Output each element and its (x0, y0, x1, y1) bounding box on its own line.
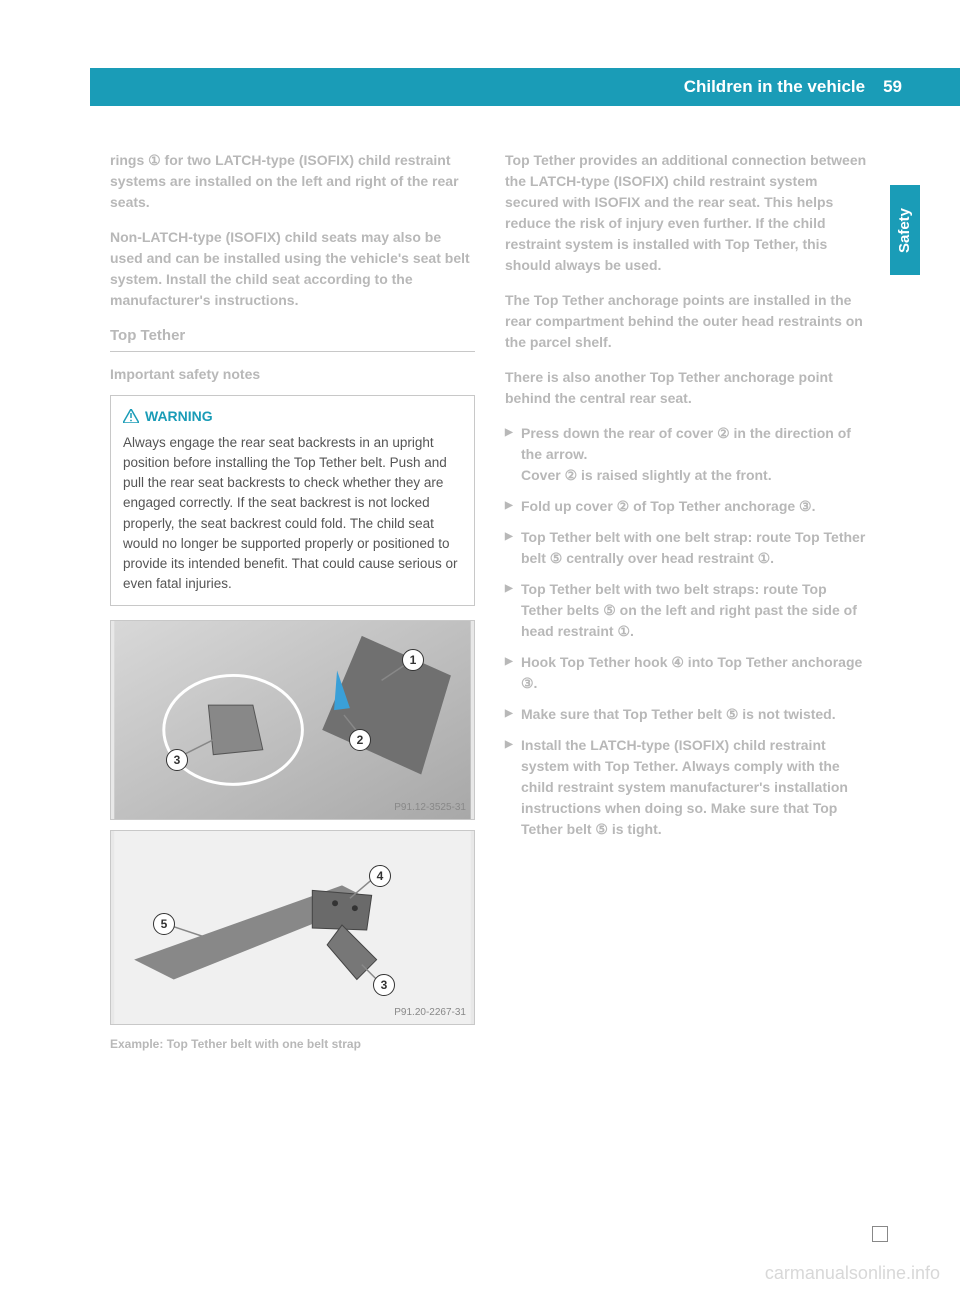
step-1: Press down the rear of cover ② in the di… (505, 423, 870, 486)
callout-4: 4 (369, 865, 391, 887)
right-para3: There is also another Top Tether anchora… (505, 367, 870, 409)
header-bar: Children in the vehicle 59 (90, 68, 960, 106)
step-6: Make sure that Top Tether belt ⑤ is not … (505, 704, 870, 725)
section-heading-top-tether: Top Tether (110, 325, 475, 352)
figure1-code: P91.12-3525-31 (394, 800, 466, 815)
step-1b: Cover ② is raised slightly at the front. (521, 467, 772, 483)
header-title: Children in the vehicle (684, 77, 865, 97)
warning-triangle-icon (123, 409, 139, 423)
figure2-caption: Example: Top Tether belt with one belt s… (110, 1035, 475, 1053)
step-7: Install the LATCH-type (ISOFIX) child re… (505, 735, 870, 840)
page-number: 59 (883, 77, 902, 97)
content-area: rings ① for two LATCH-type (ISOFIX) chil… (110, 150, 870, 1053)
right-para1: Top Tether provides an additional connec… (505, 150, 870, 276)
left-para2: Non-LATCH-type (ISOFIX) child seats may … (110, 227, 475, 311)
warning-label: WARNING (145, 406, 213, 427)
step-2: Fold up cover ② of Top Tether anchorage … (505, 496, 870, 517)
warning-title: WARNING (123, 406, 462, 427)
step-3: Top Tether belt with one belt strap: rou… (505, 527, 870, 569)
left-column: rings ① for two LATCH-type (ISOFIX) chil… (110, 150, 475, 1053)
right-para2: The Top Tether anchorage points are inst… (505, 290, 870, 353)
figure-tether-belt: 4 5 3 P91.20-2267-31 (110, 830, 475, 1025)
warning-text: Always engage the rear seat backrests in… (123, 433, 462, 595)
callout-2: 2 (349, 729, 371, 751)
corner-marker (872, 1226, 888, 1242)
callout-1: 1 (402, 649, 424, 671)
side-tab-label: Safety (897, 207, 914, 252)
callout-5: 5 (153, 913, 175, 935)
instruction-list: Press down the rear of cover ② in the di… (505, 423, 870, 840)
right-column: Top Tether provides an additional connec… (505, 150, 870, 1053)
warning-box: WARNING Always engage the rear seat back… (110, 395, 475, 606)
step-4: Top Tether belt with two belt straps: ro… (505, 579, 870, 642)
callout-3b: 3 (373, 974, 395, 996)
figure-anchorage: 1 2 3 P91.12-3525-31 (110, 620, 475, 820)
side-tab: Safety (890, 185, 920, 275)
step-1a: Press down the rear of cover ② in the di… (521, 425, 851, 462)
left-para1: rings ① for two LATCH-type (ISOFIX) chil… (110, 150, 475, 213)
sub-heading-safety-notes: Important safety notes (110, 364, 475, 385)
watermark: carmanualsonline.info (765, 1263, 940, 1284)
callout-3: 3 (166, 749, 188, 771)
step-5: Hook Top Tether hook ④ into Top Tether a… (505, 652, 870, 694)
figure2-code: P91.20-2267-31 (394, 1005, 466, 1020)
